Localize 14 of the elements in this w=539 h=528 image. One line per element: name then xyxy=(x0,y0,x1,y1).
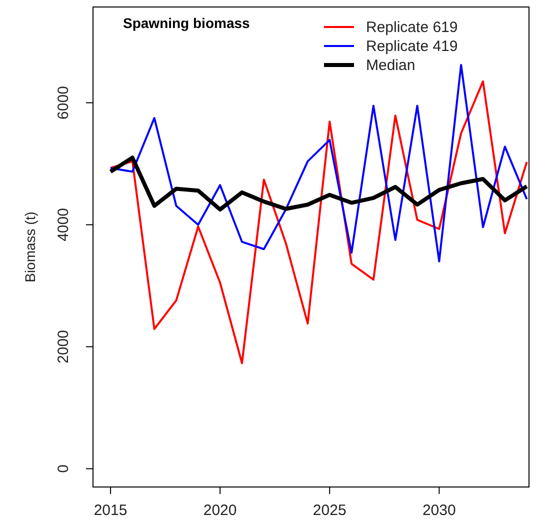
legend-label: Replicate 619 xyxy=(366,19,458,36)
y-tick-label: 6000 xyxy=(55,86,72,120)
y-axis-title: Biomass (t) xyxy=(22,212,38,282)
x-tick-label: 2020 xyxy=(203,502,237,519)
x-tick-label: 2015 xyxy=(94,502,128,519)
y-tick-label: 2000 xyxy=(55,330,72,364)
legend-label: Median xyxy=(366,57,416,74)
line-series xyxy=(110,80,528,364)
y-tick-label: 0 xyxy=(55,464,72,473)
x-tick-label: 2025 xyxy=(312,502,346,519)
text: Spawning biomass xyxy=(123,15,250,31)
y-tick-label: 4000 xyxy=(55,208,72,242)
legend-label: Replicate 419 xyxy=(366,38,458,55)
x-tick-label: 2030 xyxy=(422,502,456,519)
